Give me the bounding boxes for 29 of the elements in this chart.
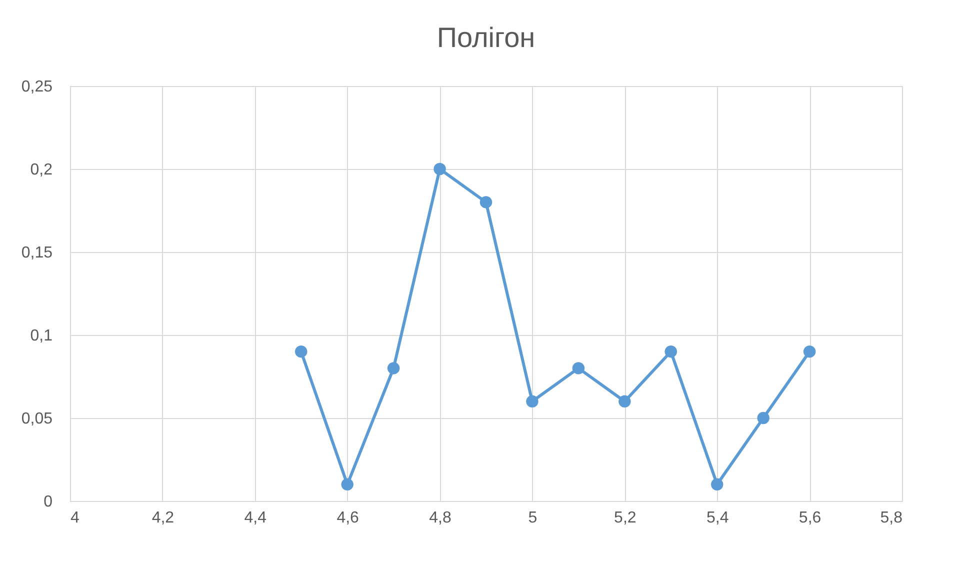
point bbox=[572, 362, 585, 374]
x-tick-label: 5,6 bbox=[798, 510, 822, 526]
point bbox=[294, 345, 308, 358]
y-tick-label: 0 bbox=[44, 494, 53, 510]
x-tick-label: 5,2 bbox=[614, 510, 636, 526]
point bbox=[710, 478, 724, 491]
point bbox=[387, 362, 400, 374]
point bbox=[618, 395, 631, 408]
point bbox=[803, 345, 816, 358]
x-tick-label: 4,4 bbox=[244, 510, 267, 526]
x-tick-label: 5,8 bbox=[880, 510, 903, 526]
point bbox=[757, 412, 770, 424]
point bbox=[526, 395, 538, 408]
y-tick-label: 0,05 bbox=[21, 410, 53, 428]
x-tick-label: 5 bbox=[528, 510, 538, 526]
x-tick-label: 4,2 bbox=[152, 510, 174, 526]
y-tick-label: 0,15 bbox=[21, 244, 53, 262]
y-tick-label: 0,25 bbox=[21, 78, 53, 96]
y-tick-label: 0,1 bbox=[30, 328, 53, 344]
x-tick-label: 5,4 bbox=[706, 510, 729, 526]
x-tick-label: 4,6 bbox=[336, 510, 360, 526]
x-tick-label: 4 bbox=[70, 510, 80, 526]
y-tick-label: 0,2 bbox=[30, 162, 53, 178]
point bbox=[664, 345, 678, 358]
point bbox=[434, 162, 446, 176]
chart-title: Полігон bbox=[436, 22, 536, 53]
x-tick-label: 4,8 bbox=[429, 510, 452, 526]
point bbox=[341, 478, 354, 491]
point bbox=[480, 196, 492, 208]
